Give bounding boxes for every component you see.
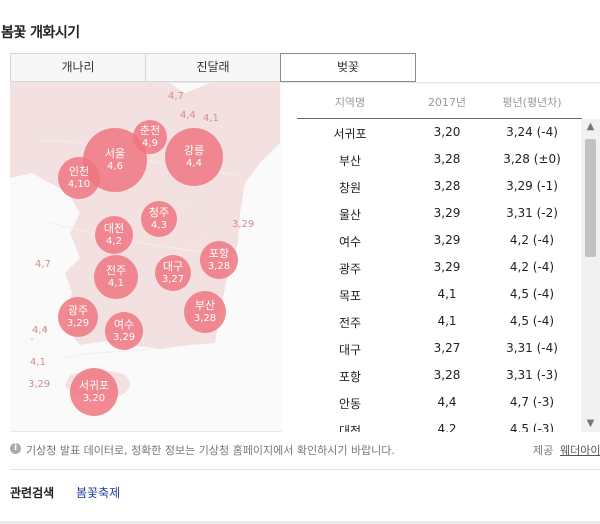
cell-2017: 3,28 bbox=[433, 179, 461, 193]
cell-normal: 3,31 (-4) bbox=[506, 341, 558, 355]
cell-region: 전주 bbox=[338, 316, 362, 330]
cell-2017: 4,4 bbox=[437, 395, 457, 409]
cell-region: 여수 bbox=[338, 235, 362, 249]
cell-region: 울산 bbox=[338, 208, 362, 222]
cell-normal: 3,28 (±0) bbox=[503, 152, 561, 166]
provider-link[interactable]: 웨더아이 bbox=[560, 444, 600, 457]
cell-2017: 3,20 bbox=[433, 125, 461, 139]
bloom-map: 4,7 4,4 4,1 3,29 4,7 4,4 4,1 3,29 서울 4,6 … bbox=[10, 83, 280, 431]
cell-region: 대전 bbox=[338, 424, 362, 432]
table-scrollbar[interactable]: ▲ ▼ bbox=[581, 119, 600, 432]
cell-normal: 3,31 (-3) bbox=[506, 368, 558, 382]
cell-normal: 4,5 (-3) bbox=[509, 422, 555, 432]
table-row: 전주 4,1 4,5 (-4) bbox=[282, 308, 582, 335]
cell-normal: 4,7 (-3) bbox=[509, 395, 555, 409]
city-bubble-seogwipo[interactable]: 서귀포 3,20 bbox=[70, 368, 118, 416]
cell-2017: 3,29 bbox=[433, 233, 461, 247]
header-region: 지역명 bbox=[334, 96, 366, 109]
contour-label: 3,29 bbox=[232, 219, 255, 230]
table-row: 대전 4,2 4,5 (-3) bbox=[282, 416, 582, 432]
cell-2017: 4,1 bbox=[437, 287, 457, 301]
provider-label: 제공 bbox=[533, 444, 554, 457]
cell-region: 목포 bbox=[338, 289, 362, 303]
cell-region: 부산 bbox=[338, 154, 362, 168]
cell-normal: 4,2 (-4) bbox=[509, 260, 555, 274]
city-bubble-incheon[interactable]: 인천 4,10 bbox=[58, 157, 100, 199]
cell-2017: 3,29 bbox=[433, 206, 461, 220]
cell-2017: 3,28 bbox=[433, 368, 461, 382]
cell-region: 안동 bbox=[338, 397, 362, 411]
cell-2017: 3,29 bbox=[433, 260, 461, 274]
contour-label: 4,7 bbox=[35, 259, 51, 270]
contour-label: 3,29 bbox=[28, 379, 51, 390]
tab-cherry-blossom[interactable]: 벚꽃 bbox=[280, 53, 416, 82]
related-search-label: 관련검색 bbox=[10, 486, 55, 500]
cell-2017: 3,28 bbox=[433, 152, 461, 166]
contour-label: 4,1 bbox=[30, 357, 46, 368]
header-divider bbox=[297, 118, 582, 119]
table-row: 울산 3,29 3,31 (-2) bbox=[282, 200, 582, 227]
table-row: 대구 3,27 3,31 (-4) bbox=[282, 335, 582, 362]
cell-normal: 3,31 (-2) bbox=[506, 206, 558, 220]
cell-normal: 4,5 (-4) bbox=[509, 287, 555, 301]
notice-text: 기상청 발표 데이터로, 정확한 정보는 기상청 홈페이지에서 확인하시기 바랍… bbox=[26, 444, 395, 457]
scroll-up-icon[interactable]: ▲ bbox=[586, 121, 595, 132]
cell-2017: 3,27 bbox=[433, 341, 461, 355]
bloom-panel: 4,7 4,4 4,1 3,29 4,7 4,4 4,1 3,29 서울 4,6 … bbox=[10, 82, 600, 432]
city-bubble-gwangju[interactable]: 광주 3,29 bbox=[58, 297, 98, 337]
contour-label: 4,7 bbox=[168, 91, 184, 102]
table-row: 여수 3,29 4,2 (-4) bbox=[282, 227, 582, 254]
contour-label: 4,4 bbox=[32, 325, 48, 336]
table-row: 서귀포 3,20 3,24 (-4) bbox=[282, 119, 582, 146]
tab-forsythia[interactable]: 개나리 bbox=[10, 53, 146, 82]
tab-azalea[interactable]: 진달래 bbox=[145, 53, 281, 82]
header-year: 2017년 bbox=[427, 96, 467, 109]
city-bubble-jeonju[interactable]: 전주 4,1 bbox=[94, 255, 138, 299]
bottom-divider bbox=[0, 521, 600, 524]
cell-normal: 3,24 (-4) bbox=[506, 125, 558, 139]
related-search-link[interactable]: 봄꽃축제 bbox=[76, 486, 121, 500]
city-bubble-pohang[interactable]: 포항 3,28 bbox=[200, 241, 238, 279]
cell-region: 서귀포 bbox=[333, 127, 367, 141]
table-row: 포항 3,28 3,31 (-3) bbox=[282, 362, 582, 389]
table-row: 안동 4,4 4,7 (-3) bbox=[282, 389, 582, 416]
cell-region: 대구 bbox=[338, 343, 362, 357]
info-icon: i bbox=[10, 443, 21, 454]
city-bubble-chuncheon[interactable]: 춘천 4,9 bbox=[133, 120, 167, 154]
city-bubble-gangneung[interactable]: 강릉 4,4 bbox=[165, 128, 223, 186]
cell-region: 광주 bbox=[338, 262, 362, 276]
divider bbox=[10, 469, 600, 470]
table-row: 광주 3,29 4,2 (-4) bbox=[282, 254, 582, 281]
cell-normal: 3,29 (-1) bbox=[506, 179, 558, 193]
scroll-down-icon[interactable]: ▼ bbox=[586, 418, 595, 429]
city-bubble-busan[interactable]: 부산 3,28 bbox=[184, 291, 226, 333]
cell-region: 창원 bbox=[338, 181, 362, 195]
city-bubble-daejeon[interactable]: 대전 4,2 bbox=[95, 216, 133, 254]
table-row: 목포 4,1 4,5 (-4) bbox=[282, 281, 582, 308]
header-normal: 평년(평년차) bbox=[502, 96, 562, 109]
table-row: 부산 3,28 3,28 (±0) bbox=[282, 146, 582, 173]
cell-normal: 4,2 (-4) bbox=[509, 233, 555, 247]
table-row: 창원 3,28 3,29 (-1) bbox=[282, 173, 582, 200]
footer-notice: i 기상청 발표 데이터로, 정확한 정보는 기상청 홈페이지에서 확인하시기 … bbox=[10, 441, 600, 457]
table-body[interactable]: 서귀포 3,20 3,24 (-4) 부산 3,28 3,28 (±0) 창원 … bbox=[282, 119, 600, 432]
cell-2017: 4,1 bbox=[437, 314, 457, 328]
tab-bar: 개나리 진달래 벚꽃 bbox=[10, 53, 416, 82]
cell-region: 포항 bbox=[338, 370, 362, 384]
scrollbar-thumb[interactable] bbox=[585, 139, 596, 257]
contour-label: 4,4 bbox=[180, 110, 196, 121]
page-title: 봄꽃 개화시기 bbox=[1, 25, 80, 41]
city-bubble-yeosu[interactable]: 여수 3,29 bbox=[105, 312, 143, 350]
city-bubble-daegu[interactable]: 대구 3,27 bbox=[155, 255, 191, 291]
contour-label: 4,1 bbox=[203, 113, 219, 124]
table-header: 지역명 2017년 평년(평년차) bbox=[282, 84, 600, 118]
city-bubble-cheongju[interactable]: 청주 4,3 bbox=[141, 201, 177, 237]
bloom-table: 지역명 2017년 평년(평년차) 서귀포 3,20 3,24 (-4) 부산 … bbox=[282, 84, 600, 432]
cell-normal: 4,5 (-4) bbox=[509, 314, 555, 328]
cell-2017: 4,2 bbox=[437, 422, 457, 432]
